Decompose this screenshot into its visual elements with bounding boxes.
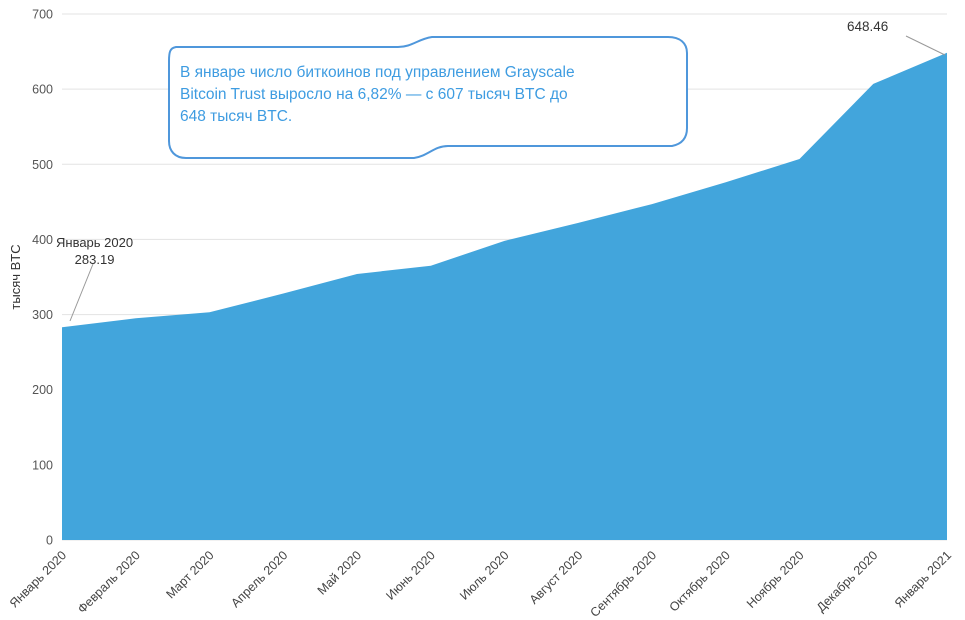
first-point-label: Январь 2020 283.19 bbox=[56, 234, 133, 268]
svg-text:тысяч BTC: тысяч BTC bbox=[8, 244, 23, 309]
svg-text:0: 0 bbox=[46, 534, 53, 548]
svg-text:400: 400 bbox=[32, 233, 53, 247]
last-point-label: 648.46 bbox=[847, 19, 889, 34]
svg-text:Октябрь 2020: Октябрь 2020 bbox=[667, 548, 733, 614]
annotations bbox=[69, 35, 946, 322]
svg-text:Январь 2021: Январь 2021 bbox=[892, 548, 954, 610]
svg-text:300: 300 bbox=[32, 308, 53, 322]
svg-text:Апрель 2020: Апрель 2020 bbox=[228, 548, 290, 610]
svg-text:Февраль 2020: Февраль 2020 bbox=[75, 548, 143, 616]
svg-text:600: 600 bbox=[32, 83, 53, 97]
svg-text:Декабрь 2020: Декабрь 2020 bbox=[814, 548, 881, 615]
callout-line-2: Bitcoin Trust выросло на 6,82% — с 607 т… bbox=[180, 86, 568, 103]
area-series bbox=[62, 52, 947, 540]
callout-bubble bbox=[168, 36, 688, 159]
first-point-connector-line bbox=[69, 263, 94, 322]
svg-text:200: 200 bbox=[32, 383, 53, 397]
svg-text:Март 2020: Март 2020 bbox=[163, 548, 216, 601]
last-point-connector-line bbox=[905, 35, 946, 56]
svg-text:Июнь 2020: Июнь 2020 bbox=[383, 548, 438, 603]
first-point-label-value: 283.19 bbox=[74, 252, 115, 267]
svg-text:500: 500 bbox=[32, 158, 53, 172]
svg-text:Май 2020: Май 2020 bbox=[315, 548, 364, 597]
svg-text:Сентябрь 2020: Сентябрь 2020 bbox=[588, 548, 660, 620]
callout-line-1: В январе число биткоинов под управлением… bbox=[180, 64, 575, 81]
svg-text:Ноябрь 2020: Ноябрь 2020 bbox=[744, 548, 807, 611]
svg-text:Июль 2020: Июль 2020 bbox=[457, 548, 512, 603]
first-point-label-month: Январь 2020 bbox=[56, 235, 134, 250]
svg-text:Август 2020: Август 2020 bbox=[527, 548, 586, 607]
callout-line-3: 648 тысяч BTC. bbox=[180, 108, 293, 125]
callout-text: В январе число биткоинов под управлением… bbox=[180, 62, 680, 128]
svg-text:Январь 2020: Январь 2020 bbox=[7, 548, 69, 610]
svg-text:100: 100 bbox=[32, 458, 53, 472]
svg-text:700: 700 bbox=[32, 8, 53, 22]
